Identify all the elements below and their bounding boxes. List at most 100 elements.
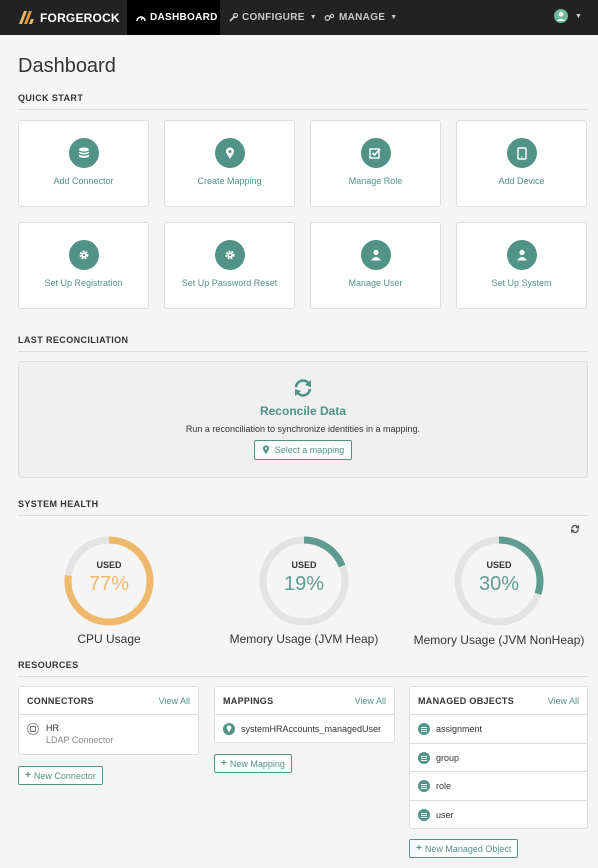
avatar <box>554 9 568 23</box>
select-mapping-button[interactable]: Select a mapping <box>253 440 353 460</box>
connectors-view-all-link[interactable]: View All <box>158 695 190 706</box>
map-marker-icon <box>214 138 245 168</box>
database-icon <box>418 808 430 821</box>
gauge-used-label: USED <box>291 560 317 570</box>
tablet-icon <box>506 138 537 168</box>
gauge-value: 77% <box>88 573 130 595</box>
plus-icon: + <box>25 770 31 781</box>
card-label: Create Mapping <box>197 176 262 186</box>
card-label: Set Up System <box>491 278 552 288</box>
select-mapping-label: Select a mapping <box>274 445 345 455</box>
user-icon <box>506 240 537 270</box>
list-item[interactable]: user <box>410 801 587 828</box>
check-square-icon <box>360 138 391 168</box>
gauge-value: 30% <box>478 573 520 595</box>
database-icon <box>68 138 99 168</box>
page-title: Dashboard <box>18 55 116 77</box>
nav-configure[interactable]: CONFIGURE ▼ <box>229 0 317 35</box>
list-item[interactable]: role <box>410 772 587 801</box>
quick-start-manage-user[interactable]: Manage User <box>310 222 441 309</box>
quick-start-add-device[interactable]: Add Device <box>456 120 587 207</box>
mappings-title: MAPPINGS <box>223 695 274 706</box>
new-managed-object-button[interactable]: + New Managed Object <box>409 839 519 858</box>
card-label: Set Up Password Reset <box>181 278 278 288</box>
connector-type: LDAP Connector <box>46 735 114 745</box>
jvm-nonheap-gauge: USED 30% <box>451 533 547 629</box>
quick-start-add-connector[interactable]: Add Connector <box>18 120 149 207</box>
mappings-view-all-link[interactable]: View All <box>354 695 386 706</box>
user-menu[interactable]: ▼ <box>554 9 582 23</box>
gear-icon <box>68 240 99 270</box>
chevron-down-icon: ▼ <box>575 12 582 20</box>
gauge-name: Memory Usage (JVM NonHeap) <box>413 633 585 647</box>
managed-object-name: assignment <box>436 724 483 734</box>
map-marker-icon <box>223 722 235 735</box>
gauge-ring <box>259 536 349 626</box>
quick-start-manage-role[interactable]: Manage Role <box>310 120 441 207</box>
quick-start-heading: QUICK START <box>18 93 84 103</box>
card-label: Manage User <box>348 278 403 288</box>
card-label: Manage Role <box>348 176 403 186</box>
gauge-used-label: USED <box>96 560 122 570</box>
mappings-panel: MAPPINGS View All systemHRAccounts_manag… <box>214 686 395 743</box>
managed-objects-panel: MANAGED OBJECTS View All assignment grou… <box>409 686 588 829</box>
connector-icon <box>27 723 39 735</box>
connector-name: HR <box>46 723 59 733</box>
brand-name: FORGEROCK <box>40 10 120 25</box>
plus-icon: + <box>416 843 422 854</box>
card-label: Set Up Registration <box>44 278 123 288</box>
new-mapping-label: New Mapping <box>229 758 285 769</box>
nav-dashboard[interactable]: DASHBOARD <box>127 0 220 35</box>
mapping-name: systemHRAccounts_managedUser <box>241 723 382 734</box>
gauge-used-label: USED <box>486 560 512 570</box>
quick-start-set-up-password-reset[interactable]: Set Up Password Reset <box>164 222 295 309</box>
refresh-icon[interactable] <box>570 524 580 534</box>
list-item[interactable]: assignment <box>410 715 587 744</box>
database-icon <box>418 780 430 792</box>
gear-icon <box>214 240 245 270</box>
resources-heading: RESOURCES <box>18 660 79 670</box>
database-icon <box>418 723 430 735</box>
managed-objects-title: MANAGED OBJECTS <box>418 695 515 706</box>
new-connector-button[interactable]: + New Connector <box>18 766 103 785</box>
map-marker-icon <box>262 445 269 455</box>
quick-start-set-up-system[interactable]: Set Up System <box>456 222 587 309</box>
divider <box>18 515 588 516</box>
new-managed-object-label: New Managed Object <box>424 843 512 854</box>
brand[interactable]: FORGEROCK <box>18 0 120 35</box>
database-icon <box>418 751 430 764</box>
dashboard-icon <box>136 13 146 22</box>
managed-object-name: role <box>436 781 452 791</box>
new-mapping-button[interactable]: + New Mapping <box>214 754 292 773</box>
nav-dashboard-label: DASHBOARD <box>150 12 218 23</box>
nav-configure-label: CONFIGURE <box>242 12 305 23</box>
list-item[interactable]: group <box>410 744 587 772</box>
nav-manage[interactable]: MANAGE ▼ <box>324 0 397 35</box>
wrench-icon <box>229 13 238 22</box>
list-item[interactable]: HR LDAP Connector <box>19 715 198 753</box>
divider <box>18 109 588 110</box>
nav-manage-label: MANAGE <box>339 12 386 23</box>
last-reconciliation-heading: LAST RECONCILIATION <box>18 335 129 345</box>
divider <box>18 676 588 677</box>
list-item[interactable]: systemHRAccounts_managedUser <box>215 715 394 742</box>
gauge-name: CPU Usage <box>77 632 141 646</box>
jvm-heap-gauge: USED 19% <box>256 533 352 629</box>
gauge-name: Memory Usage (JVM Heap) <box>229 632 379 646</box>
plus-icon: + <box>221 758 227 769</box>
gauge-ring <box>64 536 154 626</box>
managed-objects-view-all-link[interactable]: View All <box>547 695 579 706</box>
managed-object-name: group <box>436 752 460 763</box>
system-health-heading: SYSTEM HEALTH <box>18 499 99 509</box>
connectors-panel: CONNECTORS View All HR LDAP Connector <box>18 686 199 755</box>
quick-start-create-mapping[interactable]: Create Mapping <box>164 120 295 207</box>
quick-start-set-up-registration[interactable]: Set Up Registration <box>18 222 149 309</box>
cpu-usage-gauge: USED 77% <box>61 533 157 629</box>
cogs-icon <box>324 13 335 22</box>
top-navbar: FORGEROCK DASHBOARD CONFIGURE ▼ MANAGE ▼… <box>0 0 598 35</box>
forgerock-logo-icon <box>19 11 34 24</box>
user-icon <box>360 240 391 270</box>
reconcile-description: Run a reconciliation to synchronize iden… <box>185 424 421 434</box>
new-connector-label: New Connector <box>33 770 96 781</box>
connectors-title: CONNECTORS <box>27 695 94 706</box>
